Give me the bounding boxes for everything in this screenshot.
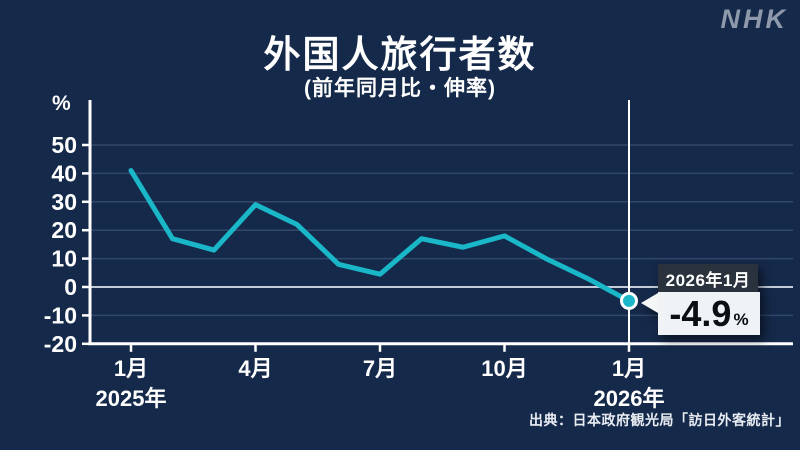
- highlight-callout: 2026年1月 -4.9 %: [641, 264, 760, 335]
- y-tick-label: 20: [51, 217, 77, 243]
- x-tick-label: 7月: [363, 356, 397, 381]
- y-tick-label: -10: [44, 302, 77, 328]
- trend-line: [128, 168, 632, 304]
- year-label: 2026年: [594, 386, 665, 411]
- x-tick-label: 1月: [612, 356, 646, 381]
- y-tick-label: 50: [51, 132, 77, 158]
- x-tick-label: 1月: [114, 356, 148, 381]
- y-tick-label: 10: [51, 246, 77, 272]
- y-tick-label: -20: [44, 331, 77, 357]
- y-tick-label: 0: [64, 274, 77, 300]
- x-tick-label: 4月: [238, 356, 272, 381]
- callout-value-unit: %: [733, 309, 749, 329]
- callout-value-number: -4.9: [669, 292, 732, 334]
- highlight-point: [620, 291, 638, 310]
- callout-arrow-icon: [641, 293, 658, 313]
- y-axis-unit-label: %: [52, 92, 71, 115]
- nhk-logo: NHK: [720, 4, 788, 34]
- source-credit: 出典：日本政府観光局「訪日外客統計」: [529, 412, 790, 428]
- callout-date-label: 2026年1月: [658, 264, 758, 292]
- chart-title: 外国人旅行者数: [263, 34, 537, 75]
- year-label: 2025年: [96, 386, 167, 411]
- y-tick-label: 40: [51, 160, 77, 186]
- y-tick-label: 30: [51, 189, 77, 215]
- x-tick-label: 10月: [481, 356, 527, 381]
- chart-subtitle: (前年同月比・伸率): [304, 77, 496, 100]
- callout-value: -4.9 %: [658, 292, 760, 335]
